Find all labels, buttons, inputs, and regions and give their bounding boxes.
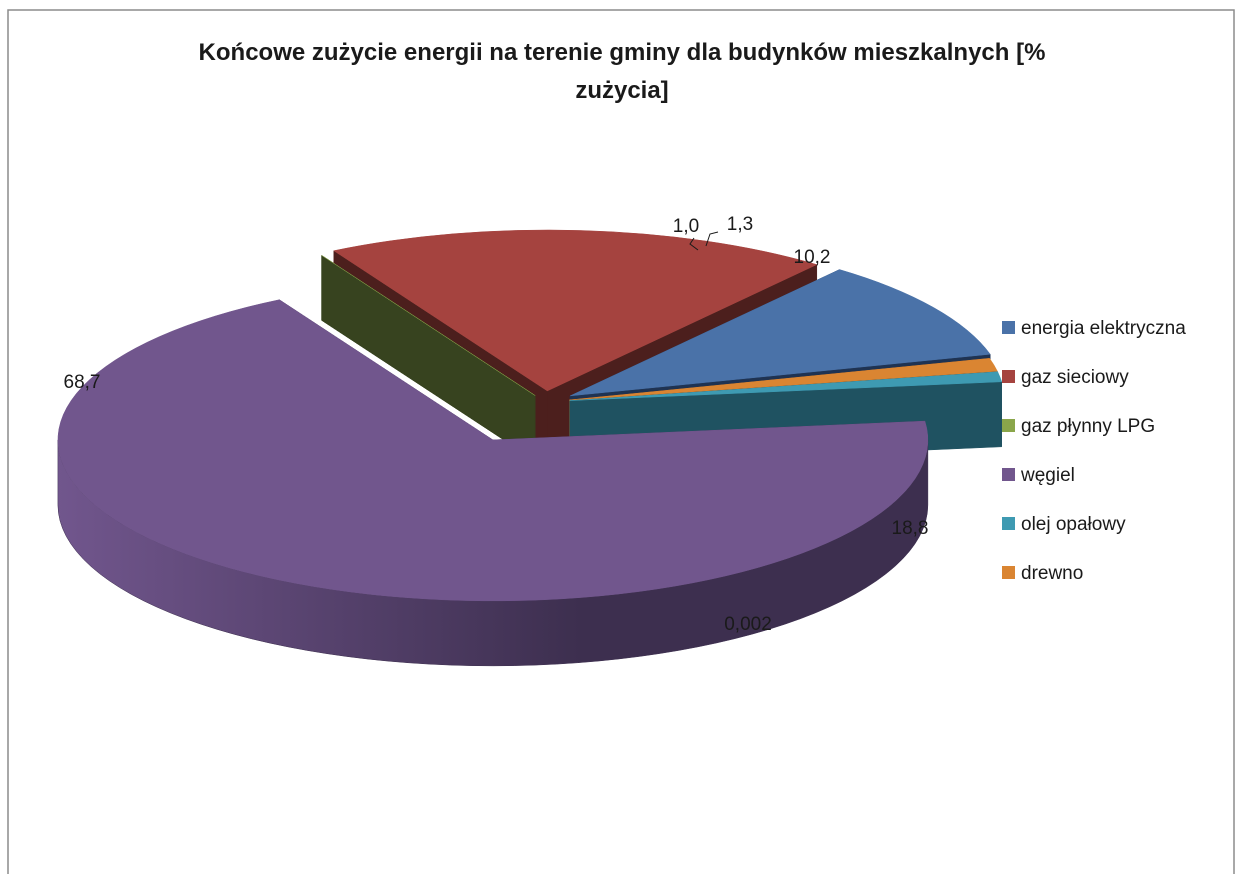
- pie-slice-olej-opałowy: [569, 371, 1003, 401]
- pie-slice-węgiel: [57, 299, 929, 602]
- legend-label: energia elektryczna: [1021, 318, 1186, 339]
- legend-label: gaz płynny LPG: [1021, 416, 1155, 437]
- legend-label: olej opałowy: [1021, 514, 1126, 535]
- pie-slice-gaz-płynny-LPG: [320, 255, 536, 396]
- legend-label: węgiel: [1020, 465, 1075, 486]
- pie-slices: [57, 229, 1003, 667]
- data-label: 0,002: [724, 614, 772, 635]
- data-label: 18,8: [892, 518, 929, 539]
- legend-swatch: [1002, 468, 1015, 481]
- leader-line: [689, 237, 699, 251]
- legend-swatch: [1002, 370, 1015, 383]
- data-label: 1,3: [727, 214, 753, 235]
- legend-label: drewno: [1021, 563, 1083, 584]
- leader-line: [705, 231, 719, 247]
- legend-swatch: [1002, 517, 1015, 530]
- legend-swatch: [1002, 566, 1015, 579]
- data-label: 68,7: [64, 372, 101, 393]
- data-labels: 10,2 18,8 0,002 68,7 1,0 1,3: [64, 214, 929, 635]
- chart-title-line-2: zużycia]: [575, 77, 668, 104]
- pie-slice-drewno: [569, 358, 998, 401]
- chart-title-line-1: Końcowe zużycie energii na terenie gminy…: [199, 39, 1046, 66]
- legend-label: gaz sieciowy: [1021, 367, 1129, 388]
- data-label: 1,0: [673, 216, 699, 237]
- legend-swatch: [1002, 419, 1015, 432]
- legend-swatch: [1002, 321, 1015, 334]
- data-label: 10,2: [794, 247, 831, 268]
- pie-slice-gaz-sieciowy: [333, 229, 818, 392]
- legend: energia elektryczna gaz sieciowy gaz płynn…: [1002, 318, 1186, 584]
- pie-slice-energia-elektryczna: [569, 269, 991, 397]
